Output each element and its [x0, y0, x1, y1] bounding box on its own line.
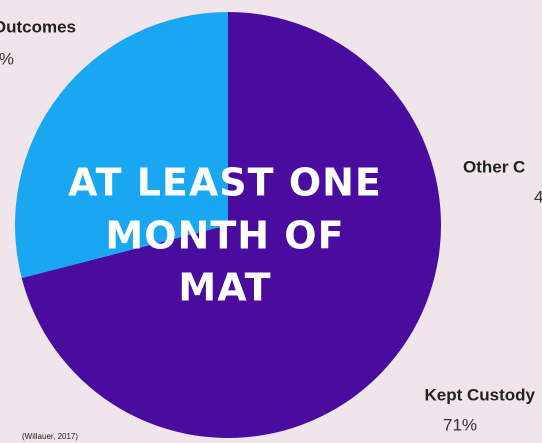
pie-slice	[21, 12, 442, 438]
pie	[14, 12, 442, 438]
slice-label: Other Outcomes	[0, 17, 76, 36]
center-text: MONTH OF	[105, 214, 344, 258]
center-text: AT LEAST ONE	[68, 161, 382, 205]
slice-label: Kept Custody	[425, 385, 536, 404]
pie-slice	[14, 12, 229, 278]
annotation: Other C	[463, 157, 525, 176]
center-text: MAT	[178, 266, 271, 310]
slice-value: 71%	[443, 415, 477, 434]
slice-value: 29%	[0, 49, 14, 68]
source: (Willauer, 2017)	[22, 432, 78, 441]
annotation: 4	[534, 187, 542, 206]
